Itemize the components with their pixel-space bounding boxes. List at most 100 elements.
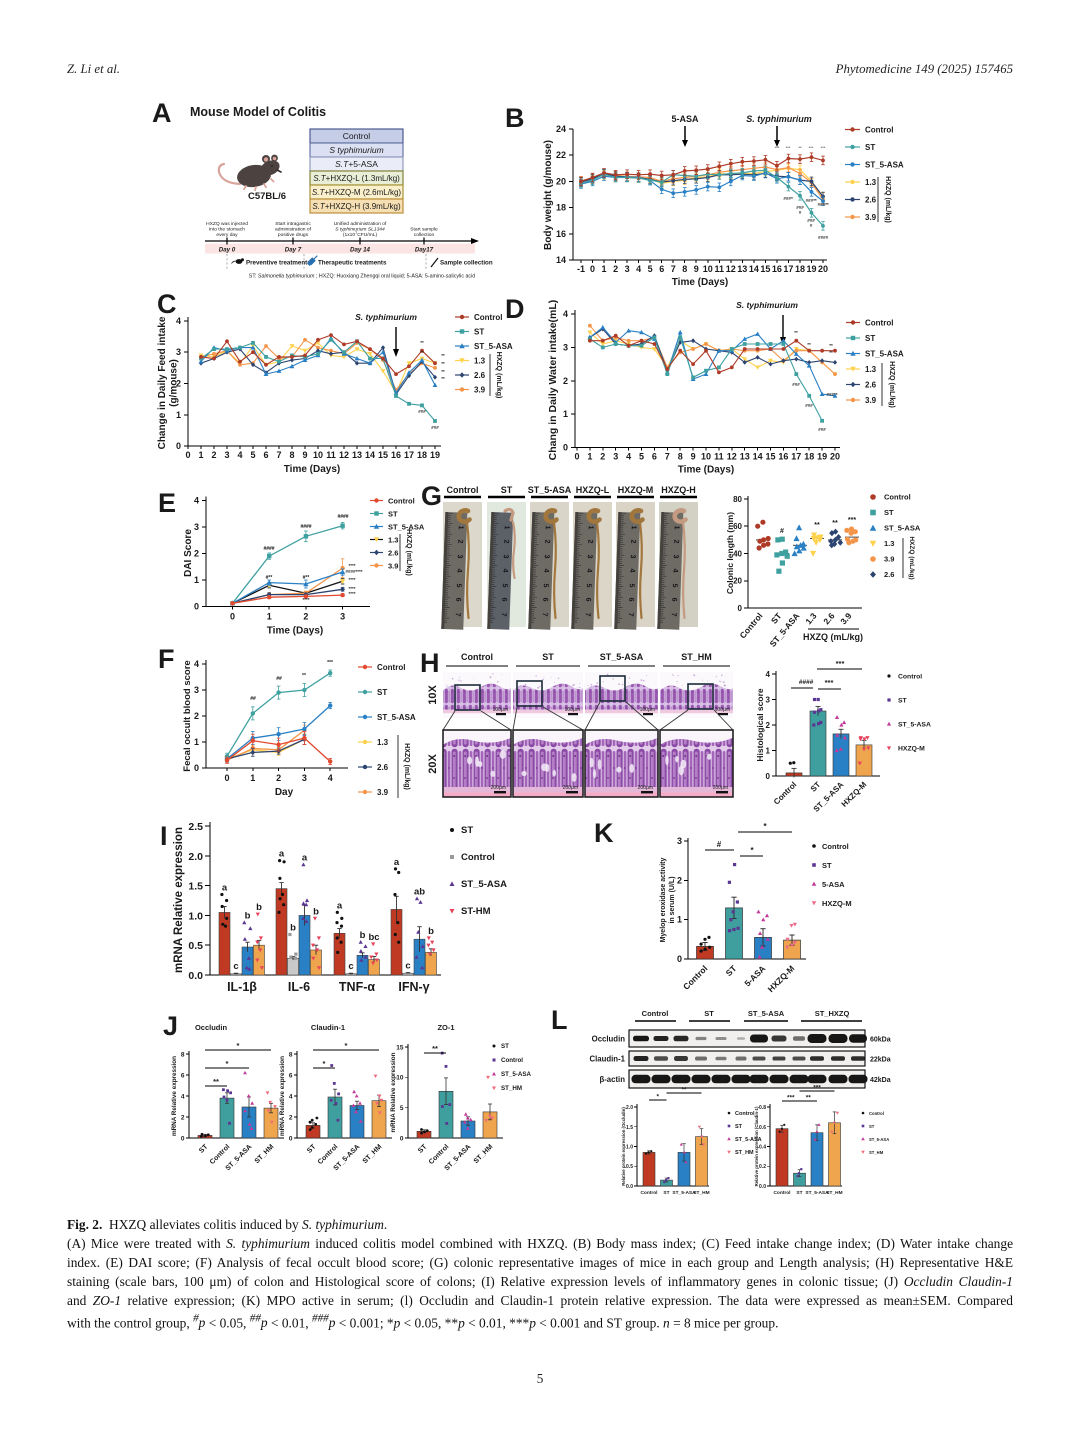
svg-text:1: 1 (457, 525, 464, 529)
svg-text:***: *** (327, 660, 333, 666)
svg-text:Control: Control (773, 1190, 790, 1196)
svg-text:####****: ####**** (345, 569, 362, 574)
svg-text:I: I (160, 821, 168, 851)
svg-text:ST: ST (809, 780, 823, 794)
svg-text:6: 6 (584, 597, 591, 601)
svg-text:**: ** (681, 1087, 687, 1094)
svg-text:ST: ST (501, 1043, 509, 1050)
svg-text:****: **** (348, 563, 355, 568)
svg-text:18: 18 (804, 452, 814, 462)
svg-text:mRNA Relative expression: mRNA Relative expression (279, 1056, 286, 1136)
svg-text:*: * (237, 1041, 240, 1050)
svg-text:20: 20 (830, 452, 840, 462)
svg-text:Control: Control (474, 313, 502, 322)
svg-text:3.9: 3.9 (388, 561, 398, 570)
svg-text:####: #### (337, 514, 348, 520)
svg-text:ST_HM: ST_HM (735, 1150, 754, 1156)
svg-text:IFN-γ: IFN-γ (398, 980, 429, 994)
svg-text:7: 7 (627, 612, 634, 616)
svg-text:a: a (337, 900, 343, 911)
svg-text:6: 6 (627, 597, 634, 601)
svg-text:Control: Control (447, 485, 479, 495)
svg-text:****: **** (302, 597, 309, 602)
svg-text:11: 11 (714, 452, 724, 462)
svg-text:5: 5 (250, 450, 255, 460)
svg-text:ST_HM: ST_HM (693, 1190, 709, 1196)
svg-text:ST_5-ASA: ST_5-ASA (388, 522, 425, 531)
svg-text:17: 17 (404, 450, 414, 460)
svg-text:###: ### (792, 382, 800, 387)
svg-text:Control: Control (642, 1009, 669, 1018)
svg-text:***: *** (813, 1085, 821, 1092)
svg-text:100μm: 100μm (565, 707, 580, 713)
svg-text:19: 19 (806, 264, 816, 274)
svg-text:Control: Control (735, 1111, 755, 1117)
svg-text:L: L (551, 1005, 568, 1035)
svg-text:5-ASA: 5-ASA (671, 114, 699, 124)
svg-text:a: a (394, 857, 400, 868)
svg-text:13: 13 (737, 264, 747, 274)
svg-text:3: 3 (502, 554, 509, 558)
svg-text:S.T+HXZQ-L (1.3mL/kg): S.T+HXZQ-L (1.3mL/kg) (313, 174, 400, 183)
svg-text:Occludin: Occludin (592, 1035, 626, 1044)
svg-text:mRNA Relative expression: mRNA Relative expression (390, 1052, 397, 1132)
svg-text:Relative protein expression (C: Relative protein expression (Claudin-1) (754, 1106, 759, 1186)
svg-text:Change in Daily Feed intake: Change in Daily Feed intake (157, 316, 168, 449)
svg-text:*: * (345, 1041, 348, 1050)
svg-text:Time (Days): Time (Days) (284, 464, 341, 475)
svg-text:***: *** (775, 145, 780, 150)
svg-text:4: 4 (671, 568, 678, 572)
svg-text:ST_5-ASA: ST_5-ASA (735, 1137, 762, 1143)
svg-text:7: 7 (665, 452, 670, 462)
svg-text:#**: #** (266, 575, 273, 581)
svg-text:Body weight (g/mouse): Body weight (g/mouse) (543, 140, 554, 250)
svg-text:####: #### (263, 546, 274, 552)
svg-text:Time (Days): Time (Days) (672, 277, 729, 288)
svg-text:3: 3 (613, 452, 618, 462)
svg-text:ST_HXZQ: ST_HXZQ (815, 1009, 850, 1018)
svg-text:11: 11 (326, 450, 336, 460)
svg-text:1: 1 (587, 452, 592, 462)
svg-text:3: 3 (340, 612, 345, 622)
svg-text:ST_5-ASA: ST_5-ASA (461, 879, 507, 890)
svg-text:G: G (421, 481, 442, 511)
svg-text:Colonic length (mm): Colonic length (mm) (725, 512, 735, 594)
svg-text:4: 4 (194, 659, 199, 669)
svg-text:**: ** (829, 350, 833, 355)
svg-text:****: **** (348, 586, 355, 591)
svg-text:Sample collection: Sample collection (440, 260, 493, 267)
svg-text:5: 5 (501, 583, 508, 587)
svg-text:Control: Control (343, 131, 371, 141)
svg-text:a: a (222, 883, 228, 894)
svg-text:*: * (750, 846, 754, 855)
svg-text:##: ## (276, 676, 282, 682)
svg-text:####: #### (300, 524, 311, 530)
svg-text:ST_5-ASA: ST_5-ASA (600, 652, 644, 662)
svg-text:1.0: 1.0 (188, 910, 203, 922)
svg-text:c: c (405, 961, 410, 972)
svg-text:HXZQ-H: HXZQ-H (661, 485, 696, 495)
svg-text:**: ** (832, 520, 838, 527)
svg-text:Claudin-1: Claudin-1 (589, 1055, 625, 1064)
svg-text:18: 18 (556, 203, 566, 213)
svg-text:2: 2 (672, 539, 679, 543)
svg-text:1.3: 1.3 (377, 738, 389, 747)
svg-text:1.3: 1.3 (865, 365, 877, 374)
svg-text:0.5: 0.5 (626, 1164, 633, 1170)
svg-text:2.6: 2.6 (865, 380, 877, 389)
svg-text:2: 2 (181, 1114, 185, 1121)
svg-text:2: 2 (289, 1114, 293, 1121)
svg-text:HXZQ (mL/kg): HXZQ (mL/kg) (803, 632, 863, 642)
svg-text:18: 18 (795, 264, 805, 274)
svg-text:24: 24 (556, 124, 566, 134)
svg-text:ST_5-ASA: ST_5-ASA (377, 713, 416, 722)
svg-text:5: 5 (648, 264, 653, 274)
svg-text:S.T+5-ASA: S.T+5-ASA (335, 159, 378, 169)
svg-text:Control: Control (388, 496, 415, 505)
svg-text:S typhimurium SL1344: S typhimurium SL1344 (335, 226, 385, 232)
svg-text:19: 19 (817, 452, 827, 462)
svg-text:2: 2 (586, 539, 593, 543)
svg-text:8: 8 (678, 452, 683, 462)
svg-text:Day 7: Day 7 (285, 247, 302, 254)
svg-text:*: * (656, 1094, 659, 1101)
